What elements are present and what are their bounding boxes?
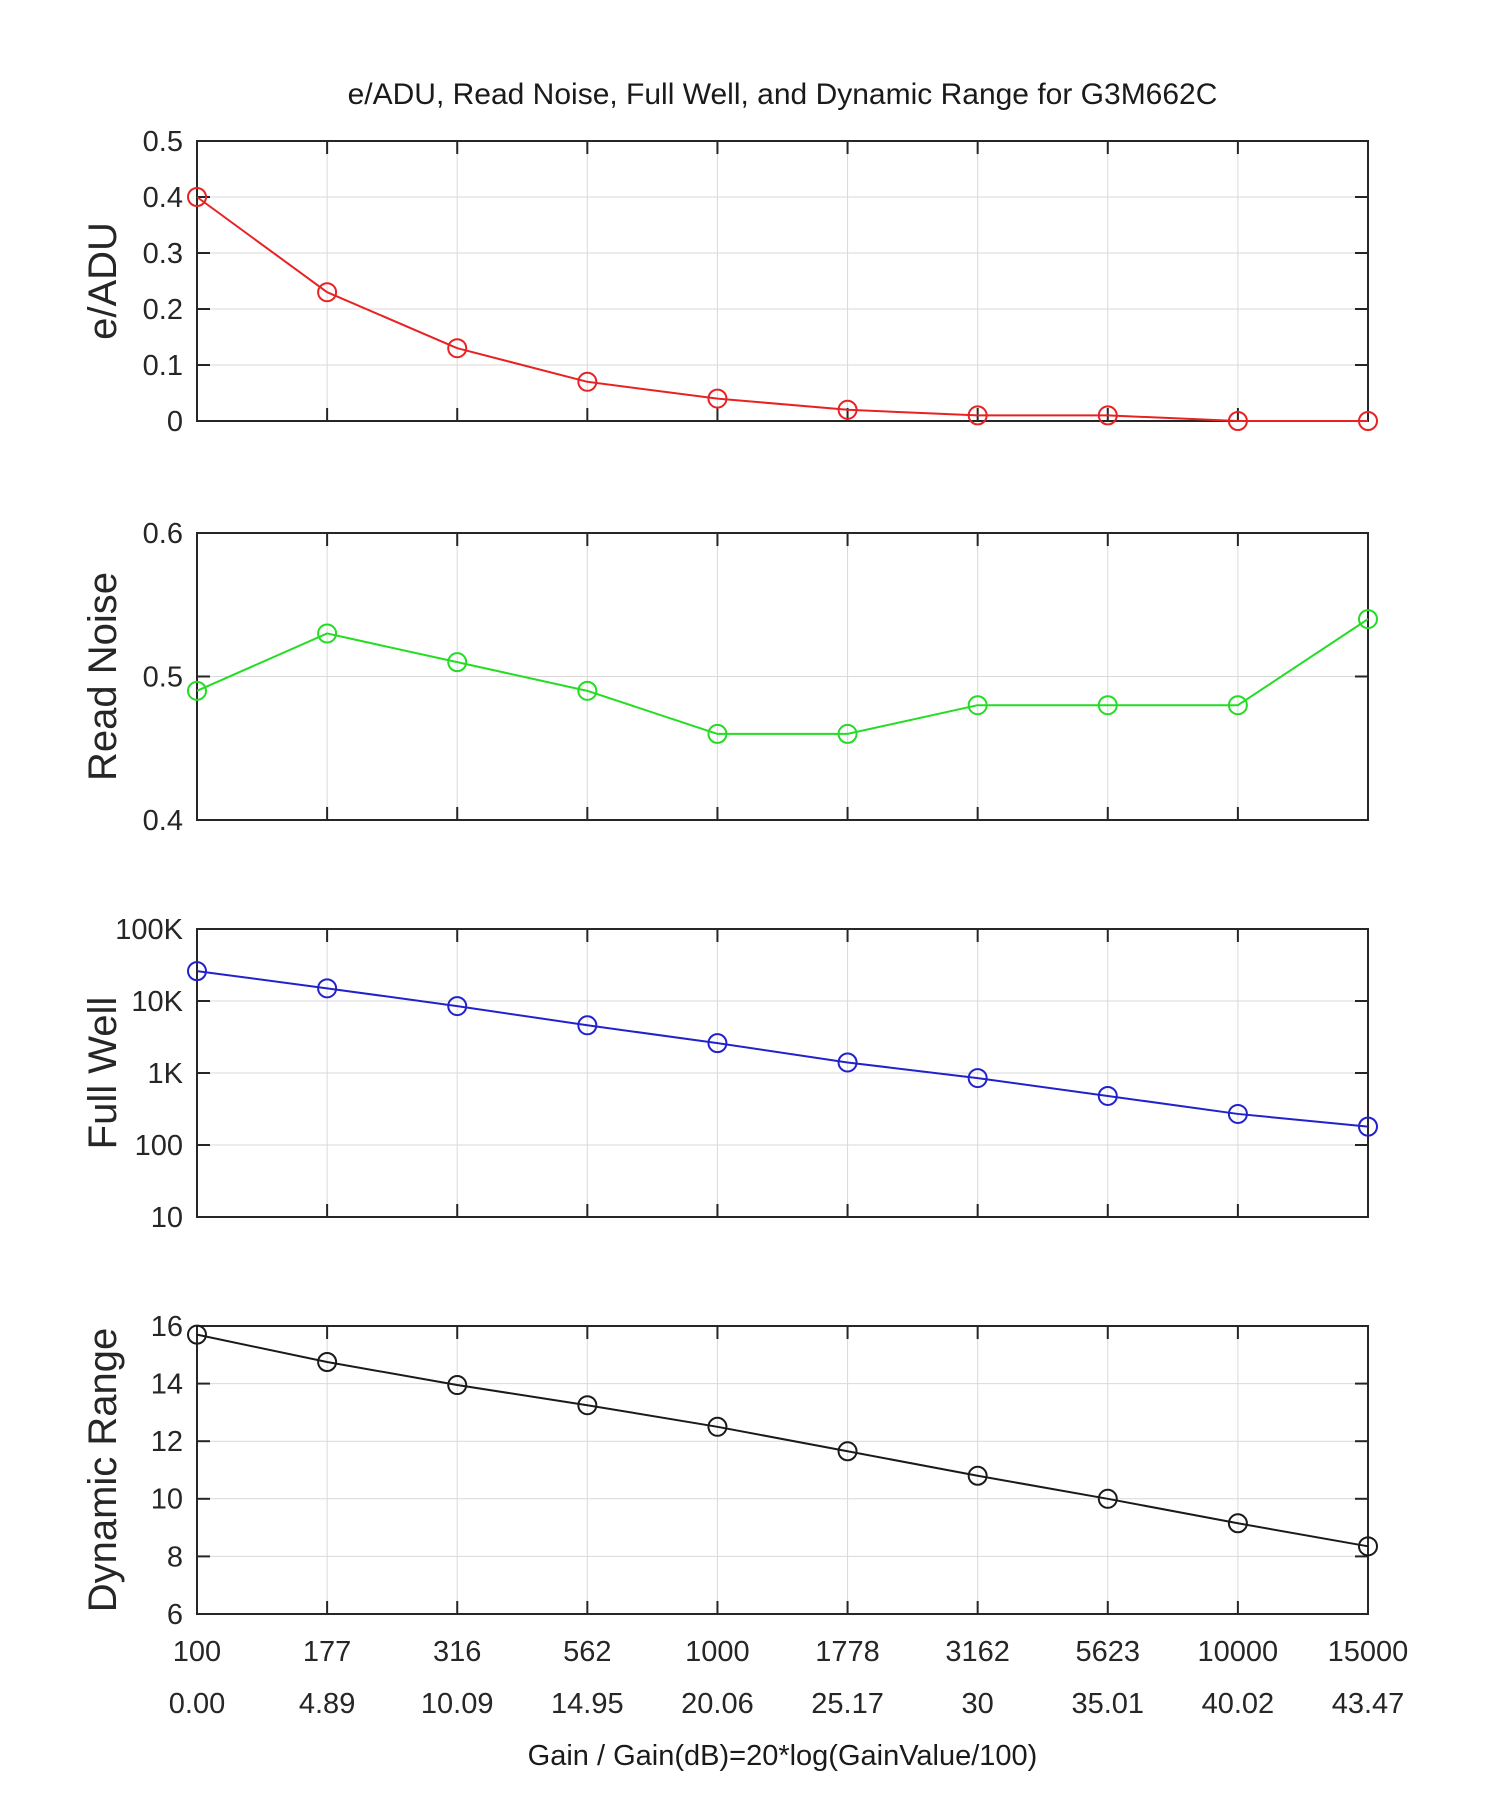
data-point-marker — [187, 1324, 207, 1345]
x-tick-label-gain: 1000 — [685, 1636, 750, 1668]
y-tick-label: 0 — [167, 406, 183, 438]
axes-box — [196, 1325, 1369, 1615]
data-point-marker — [837, 1052, 858, 1073]
x-tick-label-gain: 3162 — [945, 1636, 1010, 1668]
x-tick-label-db: 30 — [962, 1688, 994, 1720]
data-point-marker — [1358, 411, 1378, 431]
data-point-marker — [1227, 411, 1248, 431]
data-point-marker — [447, 652, 468, 673]
x-tick-label-db: 43.47 — [1332, 1688, 1405, 1720]
data-point-marker — [317, 978, 338, 999]
data-point-marker — [837, 399, 858, 420]
x-tick-label-gain: 1778 — [815, 1636, 880, 1668]
x-tick-label-db: 0.00 — [169, 1688, 225, 1720]
y-tick-label: 1K — [148, 1058, 184, 1090]
data-point-marker — [1358, 1116, 1378, 1137]
series-line-read-noise — [196, 618, 1369, 735]
data-point-marker — [317, 1352, 338, 1372]
y-tick-label: 12 — [151, 1426, 183, 1458]
y-tick-label: 0.2 — [143, 294, 183, 326]
data-point-marker — [317, 282, 338, 303]
data-point-marker — [1227, 1103, 1248, 1124]
y-axis-title: Dynamic Range — [81, 1328, 125, 1613]
x-axis-label: Gain / Gain(dB)=20*log(GainValue/100) — [527, 1740, 1038, 1772]
data-point-marker — [577, 1395, 598, 1416]
y-axis-title: Read Noise — [81, 572, 125, 781]
data-point-marker — [1097, 695, 1118, 716]
x-tick-label-gain: 15000 — [1328, 1636, 1409, 1668]
data-point-marker — [707, 1416, 728, 1437]
data-point-marker — [577, 680, 598, 701]
chart-title: e/ADU, Read Noise, Full Well, and Dynami… — [347, 78, 1218, 111]
y-axis-title: e/ADU — [81, 222, 125, 340]
data-point-marker — [447, 1375, 468, 1396]
subplot-read-noise: 0.4 0.5 0.6 Read Noise — [81, 518, 1378, 837]
y-tick-label: 10K — [131, 986, 183, 1018]
data-point-marker — [837, 723, 858, 744]
y-tick-label: 0.5 — [143, 661, 183, 693]
y-tick-label: 100K — [115, 914, 183, 946]
axes-box — [196, 140, 1369, 422]
data-point-marker — [187, 187, 207, 207]
data-point-marker — [577, 371, 598, 392]
data-point-marker — [187, 680, 207, 701]
data-point-marker — [1097, 1488, 1118, 1509]
x-tick-label-db: 4.89 — [299, 1688, 355, 1720]
data-point-marker — [967, 405, 988, 426]
data-point-marker — [967, 1465, 988, 1486]
y-tick-label: 0.3 — [143, 238, 183, 270]
data-point-marker — [707, 723, 728, 744]
data-point-marker — [707, 1033, 728, 1054]
x-tick-label-gain: 177 — [303, 1636, 351, 1668]
y-tick-label: 0.4 — [143, 805, 183, 837]
x-tick-label-gain: 100 — [173, 1636, 221, 1668]
data-point-marker — [447, 996, 468, 1017]
data-point-marker — [1358, 1536, 1378, 1557]
y-tick-label: 0.6 — [143, 518, 183, 550]
subplot-e-adu: 0 0.1 0.2 0.3 0.4 0.5 e/ADU — [81, 126, 1378, 438]
series-line-full-well — [196, 970, 1369, 1128]
y-tick-label: 0.1 — [143, 350, 183, 382]
x-tick-label-gain: 5623 — [1076, 1636, 1141, 1668]
y-tick-label: 8 — [167, 1541, 183, 1573]
series-line-dynamic-range — [196, 1333, 1369, 1548]
data-point-marker — [1097, 1085, 1118, 1106]
x-tick-label-gain: 316 — [433, 1636, 481, 1668]
x-tick-label-gain: 10000 — [1198, 1636, 1279, 1668]
y-tick-label: 0.4 — [143, 182, 183, 214]
x-tick-labels: 100 177 316 562 1000 1778 3162 5623 10000 15000 0.… — [169, 1636, 1409, 1720]
x-tick-label-gain: 562 — [563, 1636, 611, 1668]
y-tick-label: 14 — [151, 1368, 183, 1400]
x-tick-label-db: 25.17 — [811, 1688, 884, 1720]
data-point-marker — [837, 1441, 858, 1462]
data-point-marker — [447, 338, 468, 359]
data-point-marker — [317, 623, 338, 644]
series-line-e-adu — [196, 196, 1368, 422]
data-point-marker — [577, 1015, 598, 1036]
data-point-marker — [1227, 1513, 1248, 1534]
y-tick-label: 100 — [135, 1130, 183, 1162]
y-tick-label: 10 — [151, 1202, 183, 1234]
y-tick-label: 16 — [151, 1311, 183, 1343]
y-tick-label: 0.5 — [143, 126, 183, 158]
data-point-marker — [187, 961, 207, 982]
data-point-marker — [707, 388, 728, 409]
data-point-marker — [967, 1068, 988, 1089]
data-point-marker — [967, 695, 988, 716]
data-point-marker — [1358, 609, 1378, 630]
x-tick-label-db: 20.06 — [681, 1688, 754, 1720]
y-axis-title: Full Well — [81, 997, 125, 1150]
subplot-full-well: 10 100 1K 10K 100K Full Well — [81, 914, 1378, 1234]
subplot-dynamic-range: 6 8 10 12 14 16 Dynamic Range — [81, 1311, 1378, 1631]
x-tick-label-db: 14.95 — [551, 1688, 624, 1720]
x-tick-label-db: 35.01 — [1071, 1688, 1144, 1720]
x-tick-label-db: 40.02 — [1202, 1688, 1275, 1720]
data-point-marker — [1227, 695, 1248, 716]
y-tick-label: 10 — [151, 1484, 183, 1516]
x-tick-label-db: 10.09 — [421, 1688, 494, 1720]
y-tick-label: 6 — [167, 1599, 183, 1631]
data-point-marker — [1097, 405, 1118, 426]
